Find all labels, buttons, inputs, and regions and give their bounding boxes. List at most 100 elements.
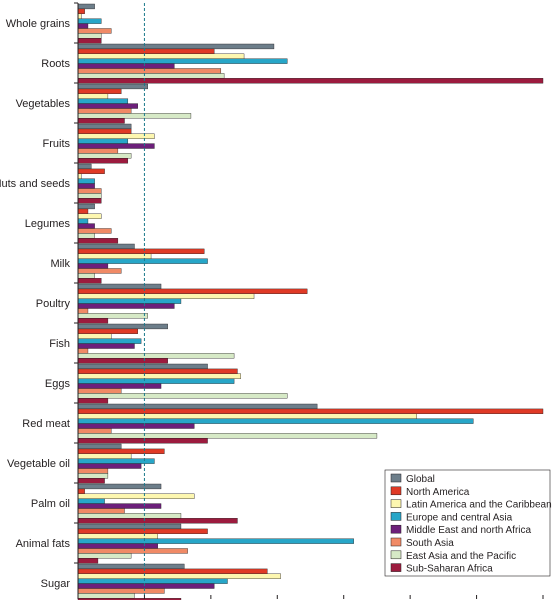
bar — [77, 143, 155, 149]
category-label: Fruits — [43, 138, 71, 150]
bar — [77, 298, 182, 304]
bar — [77, 203, 95, 210]
bar — [77, 3, 95, 10]
legend-label: North America — [406, 487, 470, 498]
bar — [77, 418, 474, 424]
bar — [77, 283, 162, 290]
legend-swatch — [390, 537, 402, 547]
bar — [77, 43, 275, 50]
category-label: Eggs — [45, 378, 71, 390]
bar — [77, 598, 182, 600]
legend-swatch — [390, 473, 402, 483]
bar — [77, 258, 208, 264]
bar — [77, 98, 129, 104]
bar — [77, 363, 208, 370]
bar — [77, 448, 165, 454]
bar — [77, 123, 132, 130]
bar — [77, 18, 102, 24]
bar — [77, 83, 148, 90]
category-label: Sugar — [41, 578, 71, 590]
bar — [77, 398, 109, 404]
bar — [77, 433, 378, 439]
bar — [77, 228, 112, 234]
bar — [77, 318, 109, 324]
bar — [77, 388, 122, 394]
category-labels: Whole grains Roots Vegetables Fruits Nuts an… — [0, 18, 71, 590]
legend-label: Europe and central Asia — [406, 512, 513, 523]
bar — [77, 528, 208, 535]
bar — [77, 23, 89, 29]
category-label: Red meat — [22, 418, 70, 430]
bar — [77, 453, 132, 459]
bar — [77, 163, 92, 170]
bar — [77, 33, 102, 39]
bar — [77, 518, 238, 524]
bar — [77, 193, 102, 199]
bar — [77, 103, 138, 109]
bar — [77, 543, 158, 549]
bar — [77, 158, 129, 164]
bar — [77, 288, 308, 294]
category-label: Roots — [41, 58, 70, 70]
bar — [77, 423, 195, 429]
bar — [77, 263, 109, 269]
bar — [77, 178, 95, 184]
bar — [77, 78, 544, 84]
bar — [77, 148, 119, 154]
bar — [77, 348, 89, 354]
bar — [77, 63, 175, 69]
bar — [77, 503, 162, 509]
bar — [77, 373, 241, 379]
bar — [77, 273, 95, 279]
bar — [77, 233, 95, 239]
bar — [77, 253, 152, 259]
bar — [77, 313, 148, 319]
bar — [77, 343, 135, 349]
bar — [77, 458, 155, 464]
bar — [77, 583, 215, 589]
bar — [77, 593, 135, 599]
bar — [77, 463, 142, 469]
bar — [77, 48, 215, 55]
category-label: Poultry — [36, 298, 71, 310]
bar — [77, 478, 105, 484]
bar — [77, 108, 132, 114]
bar — [77, 353, 235, 359]
bar — [77, 248, 205, 254]
legend-swatch — [390, 512, 402, 521]
bar — [77, 153, 132, 159]
bar — [77, 378, 235, 384]
bar — [77, 493, 195, 499]
category-label: Palm oil — [31, 498, 70, 510]
legend-swatch — [390, 486, 402, 496]
bar — [77, 513, 182, 519]
legend-label: Middle East and north Africa — [406, 525, 532, 536]
bar — [77, 8, 85, 14]
bar — [77, 328, 138, 334]
bar — [77, 558, 99, 564]
bar — [77, 88, 122, 95]
bar — [77, 403, 318, 410]
bar — [77, 553, 132, 559]
bar — [77, 293, 255, 299]
category-label: Nuts and seeds — [0, 178, 70, 190]
bar — [77, 68, 222, 74]
legend: Global North America Latin America and the… — [384, 469, 552, 577]
bar — [77, 533, 158, 539]
bars-layer — [77, 3, 544, 600]
bar — [77, 308, 89, 314]
bar — [77, 58, 288, 64]
bar — [77, 548, 188, 554]
bar — [77, 323, 168, 330]
category-label: Milk — [50, 258, 70, 270]
bar — [77, 133, 155, 139]
bar — [77, 243, 135, 250]
bar — [77, 573, 281, 579]
bar — [77, 428, 112, 434]
bar — [77, 588, 165, 594]
category-label: Animal fats — [16, 538, 71, 550]
bar — [77, 113, 192, 119]
bar — [77, 198, 102, 204]
bar — [77, 213, 102, 219]
